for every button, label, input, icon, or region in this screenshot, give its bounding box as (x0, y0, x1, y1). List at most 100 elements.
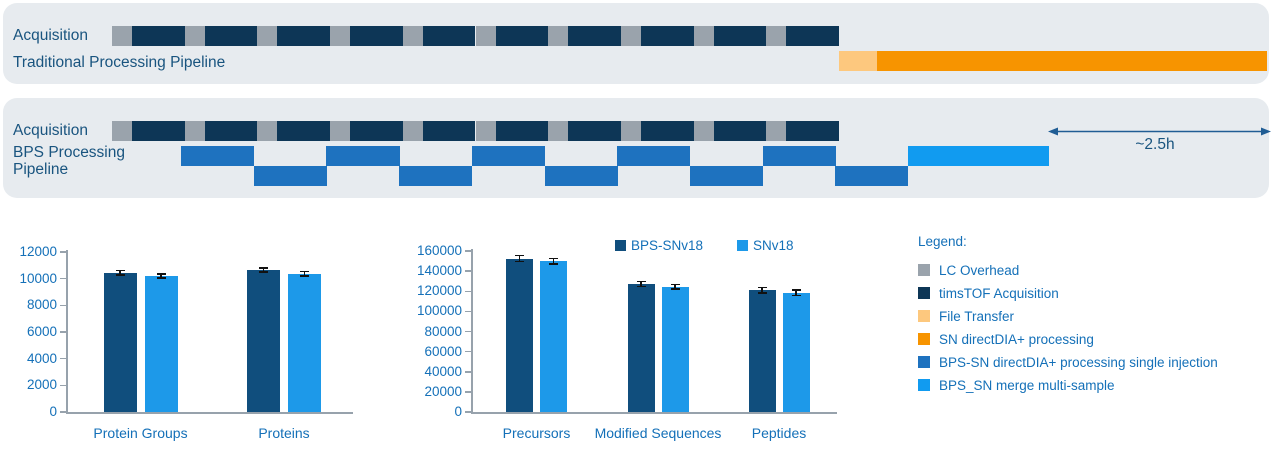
timstof-acquisition-segment (132, 26, 185, 46)
timstof-acquisition-segment (786, 26, 839, 46)
bps-sn-merge-block (908, 146, 1049, 166)
legend-item-label: LC Overhead (939, 262, 1020, 278)
y-tick-mark (465, 371, 471, 373)
error-bar-cap (549, 263, 558, 265)
lc-overhead-segment (620, 121, 641, 141)
error-bar-cap (515, 254, 524, 257)
file-transfer-swatch-icon (918, 310, 930, 322)
lc-overhead-segment (475, 121, 496, 141)
y-tick-mark (60, 304, 66, 307)
lc-overhead-segment (330, 121, 351, 141)
acquisition-label-bps: Acquisition (13, 122, 88, 139)
y-tick-mark (60, 331, 66, 333)
chart-legend-label: SNv18 (753, 238, 794, 253)
y-tick-label: 160000 (416, 243, 462, 258)
y-tick-label: 10000 (19, 270, 57, 286)
y-axis (471, 249, 473, 412)
y-tick-mark (465, 290, 471, 292)
bar-bps-snv18 (748, 290, 776, 412)
timstof-acquisition-segment (204, 121, 258, 141)
duration-arrow (1048, 125, 1271, 138)
bar-snv18 (540, 261, 567, 412)
traditional-pipeline-label: Traditional Processing Pipeline (13, 54, 226, 71)
bar-bps-snv18 (103, 272, 137, 412)
bps-sn-processing-block (253, 166, 327, 186)
lc-overhead-swatch-icon (918, 264, 930, 276)
y-tick-label: 8000 (26, 297, 57, 313)
timstof-acquisition-segment (495, 26, 549, 46)
error-bar-stem (761, 287, 763, 294)
y-tick-label: 2000 (26, 377, 57, 393)
bps-sn-merge-swatch-icon (918, 379, 930, 391)
y-tick-label: 120000 (416, 283, 462, 299)
legend-item-label: File Transfer (939, 308, 1015, 324)
error-bar-stem (640, 281, 642, 287)
timstof-acquisition-segment (568, 26, 621, 46)
y-tick-label: 0 (49, 404, 57, 419)
bps-sn-processing-block (544, 166, 618, 186)
error-bar-stem (262, 267, 265, 273)
y-tick-mark (465, 270, 471, 272)
lc-overhead-segment (184, 26, 205, 46)
lc-overhead-segment (548, 121, 569, 141)
timstof-acquisition-segment (350, 26, 403, 46)
acquisition-label-traditional: Acquisition (13, 27, 88, 44)
chart-legend-swatch-icon (737, 240, 748, 251)
y-tick-mark (465, 411, 471, 413)
error-bar-cap (115, 274, 125, 276)
y-tick-mark (60, 384, 66, 387)
bar-snv18 (782, 292, 810, 412)
legend-item-label: BPS_SN merge multi-sample (939, 377, 1115, 393)
error-bar-cap (156, 277, 166, 279)
bar-snv18 (144, 276, 178, 412)
bps-sn-single-injection-swatch-icon (918, 356, 930, 368)
error-bar-cap (115, 269, 125, 272)
lc-overhead-segment (475, 26, 496, 46)
lc-overhead-segment (184, 121, 205, 141)
y-tick-mark (465, 391, 471, 393)
bar-bps-snv18 (247, 270, 280, 412)
timstof-acquisition-segment (568, 121, 621, 141)
error-bar-cap (670, 283, 680, 286)
y-tick-mark (60, 411, 66, 413)
bps-pipeline-label-line1: BPS Processing (13, 144, 125, 161)
y-tick-mark (60, 251, 66, 253)
bar-bps-snv18 (506, 258, 533, 412)
timstof-acquisition-segment (422, 26, 476, 46)
bps-sn-processing-block (689, 166, 764, 186)
timstof-acquisition-swatch-icon (918, 287, 930, 299)
y-tick-mark (465, 350, 471, 353)
y-tick-mark (60, 277, 66, 280)
chart-legend-swatch-icon (615, 240, 626, 251)
error-bar-cap (636, 285, 646, 288)
legend-item: File Transfer (918, 308, 1268, 324)
legend-item: BPS-SN directDIA+ processing single inje… (918, 355, 1268, 369)
legend-item: SN directDIA+ processing (918, 332, 1268, 346)
error-bar-stem (795, 289, 797, 296)
bps-pipeline-label: BPS Processing Pipeline (13, 144, 125, 178)
y-tick-label: 0 (454, 404, 462, 419)
legend-item-label: timsTOF Acquisition (939, 285, 1059, 301)
category-label: Proteins (258, 425, 310, 441)
error-bar-cap (156, 273, 166, 275)
timstof-acquisition-segment (640, 26, 694, 46)
category-label: Precursors (502, 425, 571, 441)
lc-overhead-segment (330, 26, 351, 46)
y-tick-label: 20000 (424, 383, 462, 399)
error-bar-cap (670, 288, 680, 290)
duration-label: ~2.5h (1135, 136, 1175, 153)
arrowhead-right-icon (1261, 127, 1271, 136)
timstof-acquisition-segment (277, 26, 331, 46)
bps-sn-processing-block (471, 146, 545, 166)
category-label: Peptides (751, 425, 807, 441)
legend-item: BPS_SN merge multi-sample (918, 377, 1268, 393)
lc-overhead-segment (257, 26, 278, 46)
y-tick-label: 140000 (416, 263, 462, 279)
timstof-acquisition-segment (132, 121, 185, 141)
timstof-acquisition-segment (204, 26, 258, 46)
legend-panel: Legend: LC Overhead timsTOF Acquisition … (918, 234, 1268, 402)
sn-directdia-processing-segment (877, 51, 1267, 71)
lc-overhead-segment (548, 26, 569, 46)
timstof-acquisition-segment (495, 121, 549, 141)
bps-sn-processing-block (617, 146, 691, 166)
